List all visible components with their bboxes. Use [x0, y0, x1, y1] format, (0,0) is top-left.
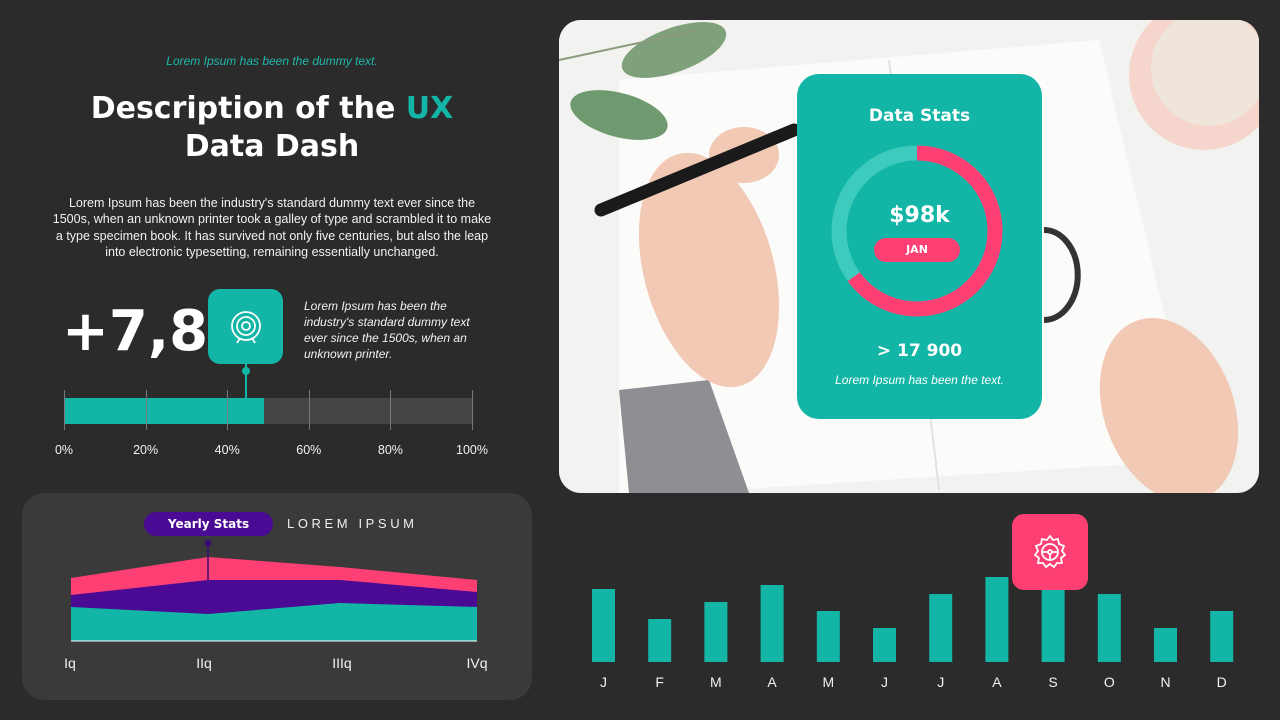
- progress-tick-label: 0%: [54, 443, 74, 457]
- month-label: A: [767, 674, 777, 690]
- month-label: S: [1048, 674, 1058, 690]
- month-label: O: [1103, 674, 1115, 690]
- progress-tick-label: 40%: [214, 443, 240, 457]
- bar-2: [704, 602, 728, 662]
- progress-tick: [390, 390, 392, 430]
- month-label: D: [1216, 674, 1227, 690]
- yearly-stats-badge: Yearly Stats: [144, 512, 273, 536]
- bar-5: [873, 628, 896, 662]
- title-part2: Data Dash: [184, 129, 360, 164]
- progress-tick-label: 100%: [456, 443, 488, 457]
- bar-10: [1154, 628, 1177, 662]
- bar-7: [985, 577, 1009, 662]
- donut-arc: [831, 145, 1003, 317]
- bar-6: [929, 594, 953, 662]
- metric-text: Lorem Ipsum has been the industry's stan…: [304, 299, 470, 361]
- title-part1: Description of the: [90, 91, 406, 126]
- target-icon: [230, 310, 261, 343]
- quarter-label: IVq: [466, 655, 488, 671]
- month-label: N: [1160, 674, 1171, 690]
- area-teal: [71, 603, 477, 641]
- bar-0: [592, 589, 615, 662]
- progress-tick: [308, 390, 310, 430]
- pointer-dot: [242, 367, 250, 375]
- yearly-heading: LOREM IPSUM: [287, 516, 418, 531]
- progress-tick: [64, 390, 65, 430]
- card-title: Data Stats: [868, 106, 971, 126]
- progress-fill: [64, 398, 264, 424]
- month-label: J: [600, 674, 607, 690]
- target-tile: [208, 289, 283, 364]
- bar-11: [1210, 611, 1234, 662]
- pointer-line: [245, 364, 247, 398]
- gear-tile: [1012, 514, 1088, 590]
- gear-icon: [1033, 534, 1067, 569]
- title-accent: UX: [405, 91, 454, 126]
- month-label: J: [881, 674, 888, 690]
- bar-4: [816, 611, 840, 662]
- progress-tick: [472, 390, 473, 430]
- month-label: F: [655, 674, 664, 690]
- bar-9: [1097, 594, 1121, 662]
- progress-track: [64, 398, 472, 424]
- badge-pointer-dot: [204, 539, 212, 547]
- month-label: M: [710, 674, 722, 690]
- progress-tick: [145, 390, 147, 430]
- page-title: Description of the UX Data Dash: [0, 90, 544, 166]
- quarter-label: IIq: [196, 655, 212, 671]
- month-pill: JAN: [874, 238, 960, 262]
- month-label: M: [822, 674, 835, 690]
- bar-1: [648, 619, 672, 662]
- month-label: J: [937, 674, 945, 690]
- bar-3: [760, 585, 784, 662]
- progress-tick: [227, 390, 229, 430]
- month-label: A: [992, 674, 1002, 690]
- quarter-label: Iq: [64, 655, 76, 671]
- progress-tick-label: 20%: [133, 443, 159, 457]
- progress-tick-label: 60%: [296, 443, 322, 457]
- metric-value: +7,8: [62, 299, 209, 364]
- card-note: Lorem Ipsum has been the text.: [835, 373, 1004, 387]
- quarter-label: IIIq: [332, 655, 352, 671]
- description: Lorem Ipsum has been the industry's stan…: [52, 196, 492, 259]
- bar-8: [1041, 589, 1065, 662]
- donut-value: $98k: [889, 203, 950, 228]
- tagline: Lorem Ipsum has been the dummy text.: [166, 54, 378, 68]
- card-number: > 17 900: [876, 341, 963, 361]
- progress-tick-label: 80%: [377, 443, 403, 457]
